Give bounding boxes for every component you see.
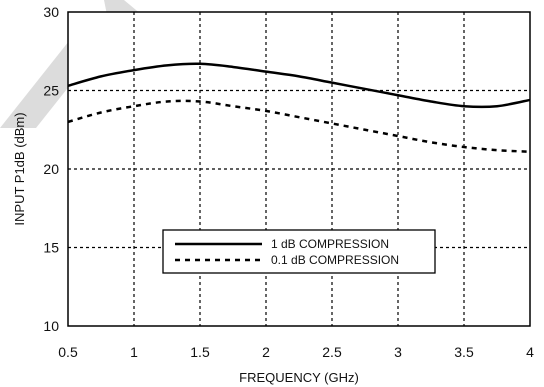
x-tick-label: 1.5 (190, 344, 210, 360)
legend-label-1db: 1 dB COMPRESSION (271, 237, 389, 251)
legend-label-0-1db: 0.1 dB COMPRESSION (271, 253, 399, 267)
y-tick-labels: 10 15 20 25 30 (43, 4, 59, 334)
y-axis-label: INPUT P1dB (dBm) (12, 112, 27, 225)
x-tick-label: 3 (394, 344, 402, 360)
series-line-0-1db-compression (67, 99, 531, 153)
x-tick-label: 3.5 (454, 344, 474, 360)
series-line-1db-compression (67, 62, 531, 109)
y-tick-label: 20 (43, 161, 59, 177)
legend: 1 dB COMPRESSION 0.1 dB COMPRESSION (162, 229, 436, 274)
grid (68, 12, 530, 326)
x-tick-label: 0.5 (58, 344, 78, 360)
x-tick-label: 2 (262, 344, 270, 360)
y-tick-label: 30 (43, 4, 59, 20)
x-tick-labels: 0.5 1 1.5 2 2.5 3 3.5 4 (58, 344, 534, 360)
y-tick-label: 15 (43, 240, 59, 256)
x-tick-label: 2.5 (322, 344, 342, 360)
x-axis-label: FREQUENCY (GHz) (239, 370, 359, 385)
x-tick-label: 1 (130, 344, 138, 360)
x-tick-label: 4 (526, 344, 534, 360)
plot-frame (67, 11, 531, 327)
series-layer (67, 62, 531, 153)
legend-box (162, 229, 436, 274)
y-tick-label: 25 (43, 83, 59, 99)
y-tick-label: 10 (43, 318, 59, 334)
